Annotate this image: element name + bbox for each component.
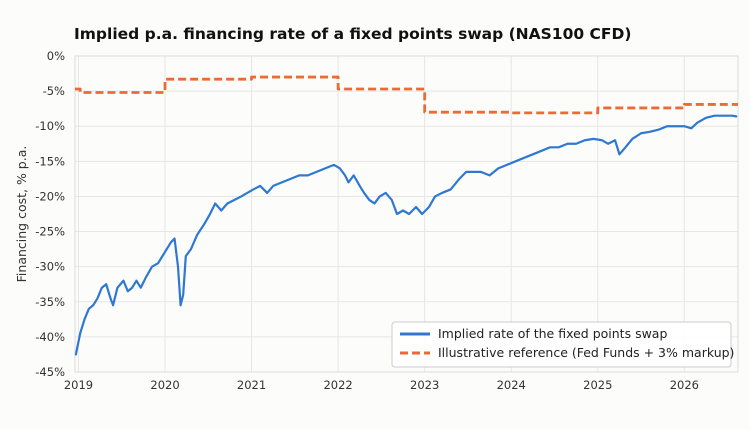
chart-title: Implied p.a. financing rate of a fixed p… xyxy=(74,25,631,43)
y-tick-label: -30% xyxy=(35,260,65,274)
x-tick-label: 2023 xyxy=(410,378,439,392)
x-tick-label: 2025 xyxy=(583,378,612,392)
grid xyxy=(75,55,738,373)
y-tick-label: -5% xyxy=(43,84,65,98)
plot-area xyxy=(74,55,739,373)
series-layer xyxy=(74,75,738,356)
x-tick-label: 2019 xyxy=(64,378,93,392)
x-tick-label: 2021 xyxy=(237,378,266,392)
x-tick-label: 2022 xyxy=(323,378,352,392)
y-tick-label: -25% xyxy=(35,225,65,239)
y-tick-label: 0% xyxy=(47,49,65,63)
series-line-reference-rate xyxy=(75,75,738,115)
y-tick-label: -15% xyxy=(35,154,65,168)
y-tick-label: -20% xyxy=(35,189,65,203)
y-axis-label: Financing cost, % p.a. xyxy=(14,146,29,283)
y-tick-label: -45% xyxy=(35,365,65,379)
x-tick-label: 2026 xyxy=(670,378,699,392)
legend: Implied rate of the fixed points swap Il… xyxy=(391,321,734,368)
x-tick-labels: 2019 2020 2021 2022 2023 2024 2025 2026 xyxy=(64,378,699,392)
legend-box xyxy=(391,321,732,368)
legend-label-implied-rate: Implied rate of the fixed points swap xyxy=(438,326,667,341)
y-tick-labels: 0% -5% -10% -15% -20% -25% -30% -35% -40% -45% xyxy=(35,49,65,379)
series-line-implied-rate xyxy=(74,114,738,356)
y-tick-label: -10% xyxy=(35,119,65,133)
legend-label-reference-rate: Illustrative reference (Fed Funds + 3% m… xyxy=(438,345,734,360)
y-tick-label: -35% xyxy=(35,295,65,309)
y-tick-label: -40% xyxy=(35,330,65,344)
x-tick-label: 2020 xyxy=(150,378,179,392)
x-tick-label: 2024 xyxy=(497,378,526,392)
